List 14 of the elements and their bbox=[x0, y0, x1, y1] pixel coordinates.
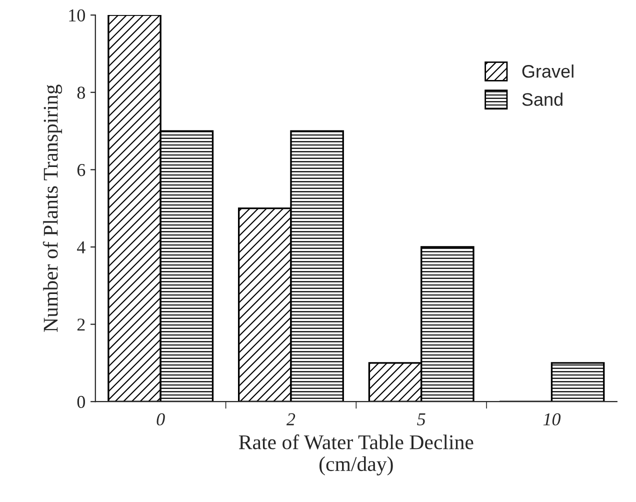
y-tick-label: 6 bbox=[77, 164, 86, 176]
y-tick-label: 4 bbox=[77, 241, 86, 254]
x-tick-label: 10 bbox=[543, 413, 561, 426]
x-tick-label: 2 bbox=[286, 413, 296, 426]
legend-label: Sand bbox=[522, 92, 562, 106]
x-axis-title: Rate of Water Table Decline (cm/day) bbox=[238, 434, 474, 476]
x-tick-label: 0 bbox=[156, 413, 165, 426]
x-tick-label: 5 bbox=[417, 413, 426, 426]
y-tick-label: 0 bbox=[77, 396, 85, 408]
y-tick-label: 8 bbox=[77, 86, 85, 99]
y-tick-label: 10 bbox=[69, 9, 85, 22]
y-tick-label: 2 bbox=[77, 318, 85, 331]
y-axis-title: Number of Plants Transpiring bbox=[42, 84, 62, 332]
legend-label: Gravel bbox=[522, 64, 574, 78]
